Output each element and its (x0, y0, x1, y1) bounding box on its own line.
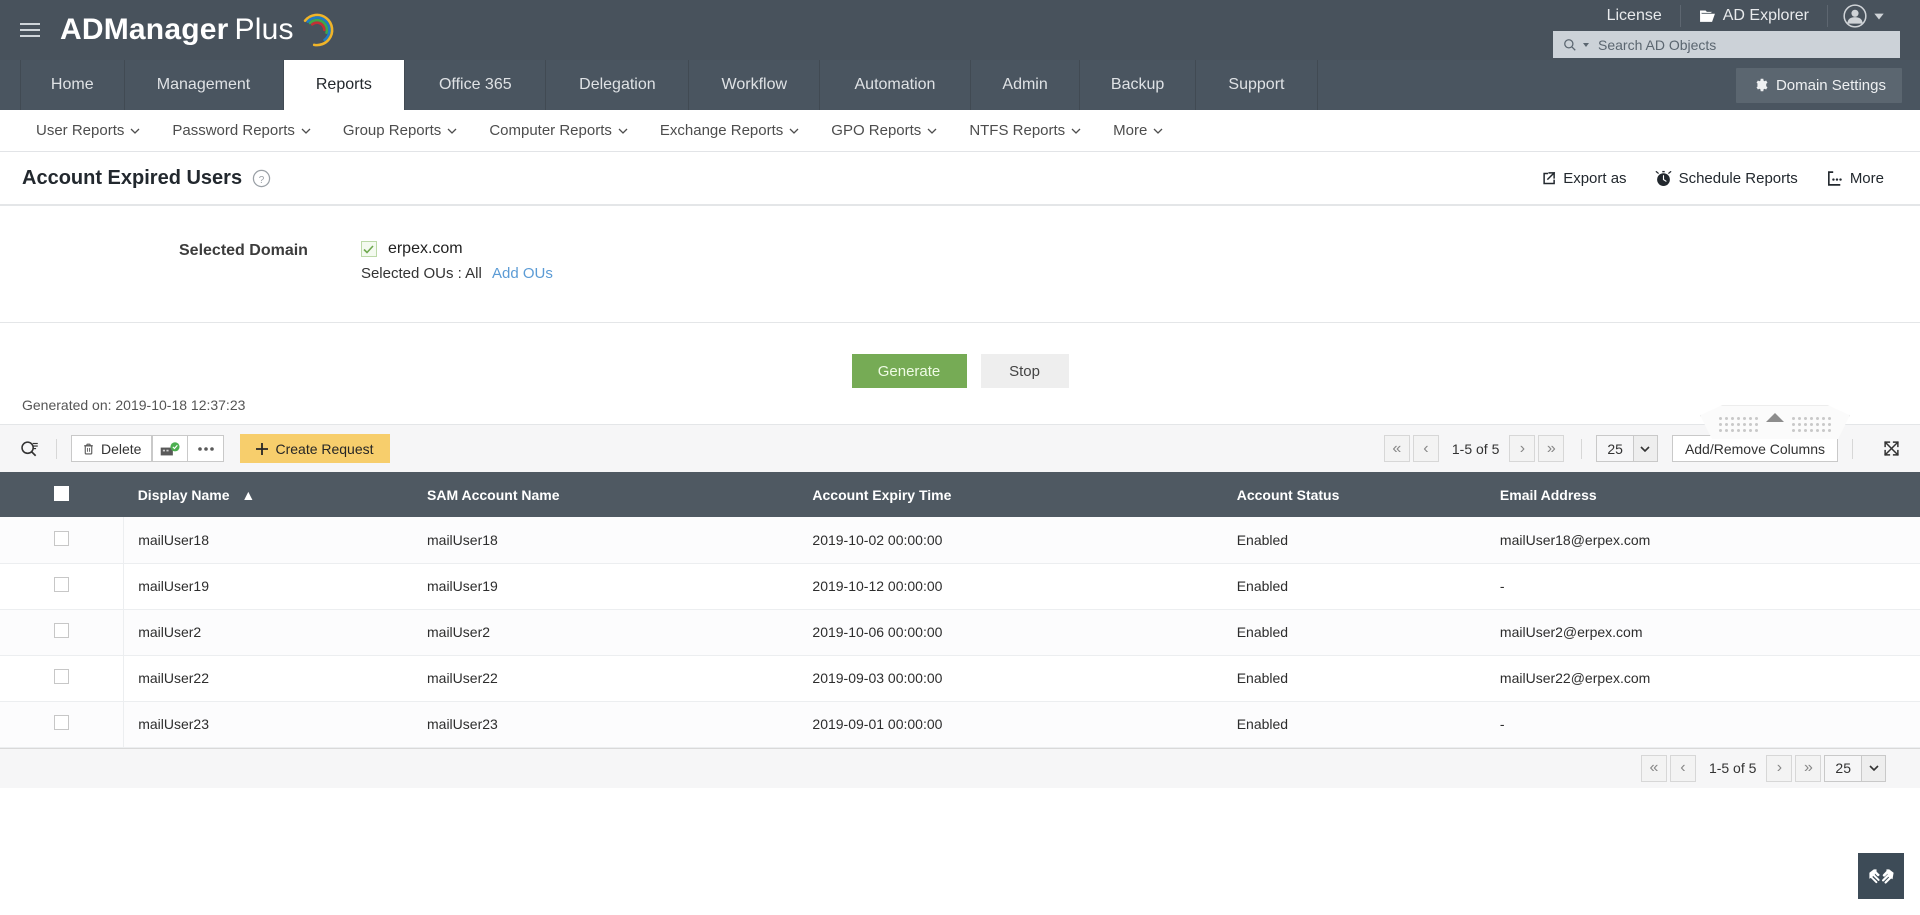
svg-text:?: ? (259, 174, 265, 185)
